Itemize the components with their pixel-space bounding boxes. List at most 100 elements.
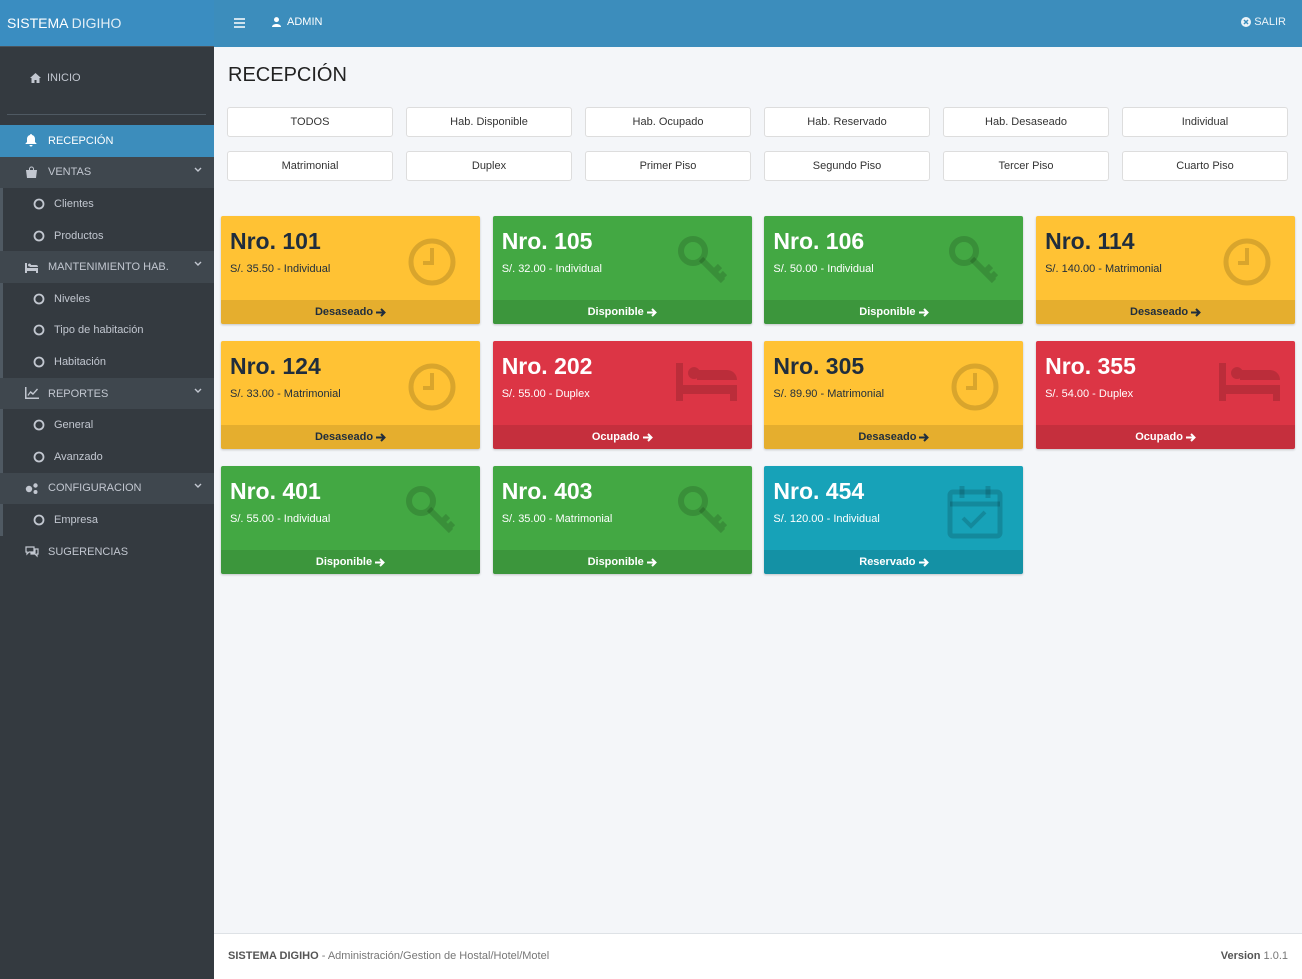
room-card[interactable]: Nro. 105 S/. 32.00 - Individual Disponible bbox=[492, 216, 752, 324]
filter-button[interactable]: Matrimonial bbox=[227, 151, 393, 181]
filter-button[interactable]: Hab. Desaseado bbox=[943, 107, 1109, 137]
circle-icon bbox=[33, 356, 45, 368]
filter-button[interactable]: Cuarto Piso bbox=[1122, 151, 1288, 181]
user-icon bbox=[272, 17, 281, 27]
room-status: Disponible bbox=[587, 556, 644, 568]
submenu-label: Empresa bbox=[54, 513, 99, 526]
room-detail: S/. 140.00 - Matrimonial bbox=[1045, 263, 1162, 275]
footer-left: SISTEMA DIGIHO - Administración/Gestion … bbox=[228, 950, 549, 962]
brand[interactable]: SISTEMA DIGIHO bbox=[0, 0, 214, 47]
submenu-item[interactable]: Tipo de habitación bbox=[0, 314, 214, 347]
menu-item[interactable]: REPORTES bbox=[0, 377, 214, 410]
submenu-item[interactable]: Habitación bbox=[0, 346, 214, 378]
room-card[interactable]: Nro. 114 S/. 140.00 - Matrimonial Desasead… bbox=[1036, 216, 1296, 324]
submenu-item[interactable]: Productos bbox=[0, 219, 214, 252]
menu-icon bbox=[25, 546, 39, 558]
circle-icon bbox=[33, 451, 45, 463]
submenu-item[interactable]: Empresa bbox=[0, 504, 214, 536]
home-link[interactable]: INICIO bbox=[30, 72, 81, 84]
menu-item[interactable]: CONFIGURACION bbox=[0, 472, 214, 505]
room-card[interactable]: Nro. 403 S/. 35.00 - Matrimonial Disponibl… bbox=[492, 466, 752, 574]
room-footer[interactable]: Reservado bbox=[764, 550, 1024, 574]
submenu-item[interactable]: Avanzado bbox=[0, 440, 214, 473]
room-card[interactable]: Nro. 454 S/. 120.00 - Individual Reservado bbox=[764, 466, 1024, 574]
menu-label: MANTENIMIENTO HAB. bbox=[48, 261, 169, 274]
room-status: Disponible bbox=[859, 306, 916, 318]
logout-icon bbox=[1241, 17, 1252, 27]
menu-label: CONFIGURACION bbox=[48, 482, 142, 495]
room-detail: S/. 89.90 - Matrimonial bbox=[773, 388, 885, 400]
menu-item[interactable]: RECEPCIÓN bbox=[0, 125, 214, 157]
room-detail: S/. 35.50 - Individual bbox=[230, 263, 331, 275]
menu-item[interactable]: MANTENIMIENTO HAB. bbox=[0, 251, 214, 283]
room-footer[interactable]: Disponible bbox=[764, 300, 1024, 324]
menu-label: RECEPCIÓN bbox=[48, 134, 114, 147]
arrow-icon bbox=[376, 432, 386, 442]
filter-button[interactable]: TODOS bbox=[227, 107, 393, 137]
menu-toggle[interactable] bbox=[234, 18, 245, 28]
room-icon bbox=[408, 363, 456, 411]
room-footer[interactable]: Desaseado bbox=[221, 425, 480, 449]
room-footer[interactable]: Ocupado bbox=[492, 425, 752, 449]
menu-item[interactable]: SUGERENCIAS bbox=[0, 536, 214, 568]
filter-button[interactable]: Hab. Disponible bbox=[406, 107, 572, 137]
room-status: Ocupado bbox=[591, 431, 640, 443]
filter-button[interactable]: Duplex bbox=[406, 151, 572, 181]
room-footer[interactable]: Desaseado bbox=[1036, 300, 1296, 324]
home-label: INICIO bbox=[47, 72, 81, 84]
arrow-icon bbox=[919, 432, 930, 442]
menu-icon bbox=[25, 483, 38, 494]
room-status: Disponible bbox=[315, 556, 373, 568]
circle-icon bbox=[33, 293, 45, 305]
room-number: Nro. 403 bbox=[501, 478, 593, 504]
room-footer[interactable]: Disponible bbox=[221, 550, 480, 574]
room-detail: S/. 50.00 - Individual bbox=[773, 263, 874, 275]
room-card[interactable]: Nro. 101 S/. 35.50 - Individual Desaseado bbox=[221, 216, 480, 324]
room-detail: S/. 54.00 - Duplex bbox=[1045, 388, 1134, 400]
room-card[interactable]: Nro. 106 S/. 50.00 - Individual Disponible bbox=[764, 216, 1024, 324]
submenu-label: Niveles bbox=[54, 292, 91, 305]
menu-item[interactable]: VENTAS bbox=[0, 156, 214, 189]
room-footer[interactable]: Disponible bbox=[492, 550, 752, 574]
circle-icon bbox=[33, 419, 45, 431]
room-footer[interactable]: Desaseado bbox=[221, 300, 480, 324]
room-footer[interactable]: Ocupado bbox=[1036, 425, 1296, 449]
room-icon bbox=[1223, 238, 1271, 286]
circle-icon bbox=[33, 198, 45, 210]
room-card[interactable]: Nro. 355 S/. 54.00 - Duplex Ocupado bbox=[1036, 341, 1296, 449]
room-footer[interactable]: Desaseado bbox=[764, 425, 1024, 449]
arrow-icon bbox=[375, 557, 386, 567]
room-card[interactable]: Nro. 305 S/. 89.90 - Matrimonial Desaseado bbox=[764, 341, 1024, 449]
room-number: Nro. 202 bbox=[501, 353, 593, 379]
menu-label: SUGERENCIAS bbox=[48, 545, 129, 558]
footer: SISTEMA DIGIHO - Administración/Gestion … bbox=[214, 933, 1302, 979]
filter-button[interactable]: Primer Piso bbox=[585, 151, 751, 181]
room-icon bbox=[1219, 363, 1281, 401]
room-number: Nro. 105 bbox=[501, 228, 593, 254]
room-footer[interactable]: Disponible bbox=[492, 300, 752, 324]
filter-button[interactable]: Tercer Piso bbox=[943, 151, 1109, 181]
logout[interactable]: SALIR bbox=[1241, 16, 1286, 28]
submenu-item[interactable]: General bbox=[0, 409, 214, 441]
filter-button[interactable]: Individual bbox=[1122, 107, 1288, 137]
chevron bbox=[194, 483, 202, 488]
room-number: Nro. 114 bbox=[1045, 228, 1135, 254]
room-card[interactable]: Nro. 401 S/. 55.00 - Individual Disponible bbox=[221, 466, 480, 574]
filter-button[interactable]: Hab. Ocupado bbox=[585, 107, 751, 137]
submenu-item[interactable]: Niveles bbox=[0, 282, 214, 315]
arrow-icon bbox=[376, 307, 386, 317]
room-number: Nro. 106 bbox=[773, 228, 865, 254]
submenu-item[interactable]: Clientes bbox=[0, 188, 214, 220]
room-number: Nro. 401 bbox=[230, 478, 321, 504]
menu-label: REPORTES bbox=[48, 387, 109, 400]
room-number: Nro. 124 bbox=[230, 353, 321, 379]
user[interactable]: ADMIN bbox=[272, 16, 322, 28]
circle-icon bbox=[33, 514, 45, 526]
room-card[interactable]: Nro. 124 S/. 33.00 - Matrimonial Desaseado bbox=[221, 341, 480, 449]
brand-a: SISTEMA bbox=[7, 15, 68, 31]
filter-button[interactable]: Segundo Piso bbox=[764, 151, 930, 181]
room-card[interactable]: Nro. 202 S/. 55.00 - Duplex Ocupado bbox=[492, 341, 752, 449]
filter-button[interactable]: Hab. Reservado bbox=[764, 107, 930, 137]
